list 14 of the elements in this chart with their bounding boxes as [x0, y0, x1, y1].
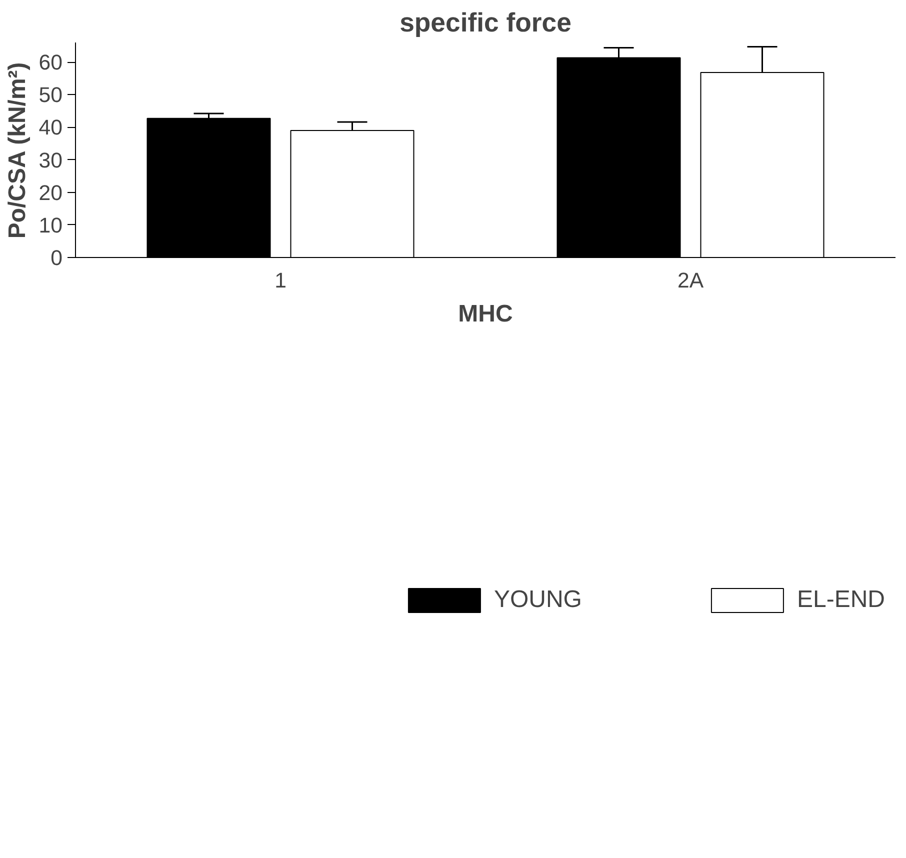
- y-tick-label: 60: [38, 50, 63, 75]
- y-tick-label: 30: [38, 148, 63, 172]
- legend-label: EL-END: [796, 586, 885, 614]
- x-tick-label: 2A: [677, 268, 704, 292]
- y-axis-title: Po/CSA (kN/m²): [4, 62, 31, 239]
- chart-title: specific force: [400, 8, 572, 38]
- y-tick-label: 0: [50, 246, 63, 270]
- y-tick-label: 20: [38, 180, 63, 205]
- y-tick-label: 10: [38, 213, 63, 238]
- y-tick-label: 40: [38, 116, 63, 140]
- y-tick-label: 50: [38, 83, 63, 108]
- x-tick-label: 1: [274, 268, 286, 292]
- x-axis-title: MHC: [458, 300, 513, 328]
- legend-label: YOUNG: [494, 586, 582, 614]
